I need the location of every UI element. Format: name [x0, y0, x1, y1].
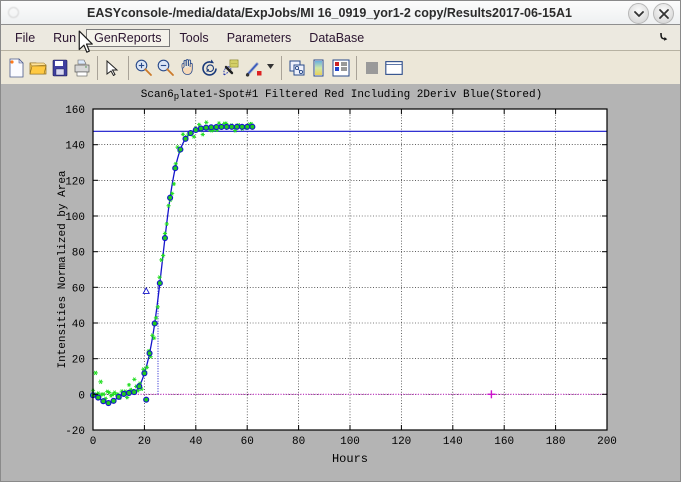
svg-text:-20: -20: [65, 426, 85, 438]
svg-text:160: 160: [65, 105, 85, 117]
svg-text:60: 60: [72, 283, 85, 295]
svg-text:40: 40: [72, 319, 85, 331]
svg-text:180: 180: [546, 436, 566, 448]
svg-text:100: 100: [340, 436, 360, 448]
svg-text:60: 60: [241, 436, 254, 448]
svg-text:Hours: Hours: [332, 452, 368, 466]
svg-text:140: 140: [65, 141, 85, 153]
svg-text:140: 140: [443, 436, 463, 448]
svg-text:20: 20: [72, 355, 85, 367]
svg-text:160: 160: [494, 436, 514, 448]
svg-text:120: 120: [391, 436, 411, 448]
svg-text:200: 200: [597, 436, 617, 448]
svg-text:20: 20: [138, 436, 151, 448]
svg-text:80: 80: [72, 248, 85, 260]
svg-text:80: 80: [292, 436, 305, 448]
svg-text:0: 0: [90, 436, 97, 448]
svg-text:Intensities Normalized by Area: Intensities Normalized by Area: [57, 170, 69, 368]
svg-text:40: 40: [189, 436, 202, 448]
svg-text:0: 0: [78, 390, 85, 402]
